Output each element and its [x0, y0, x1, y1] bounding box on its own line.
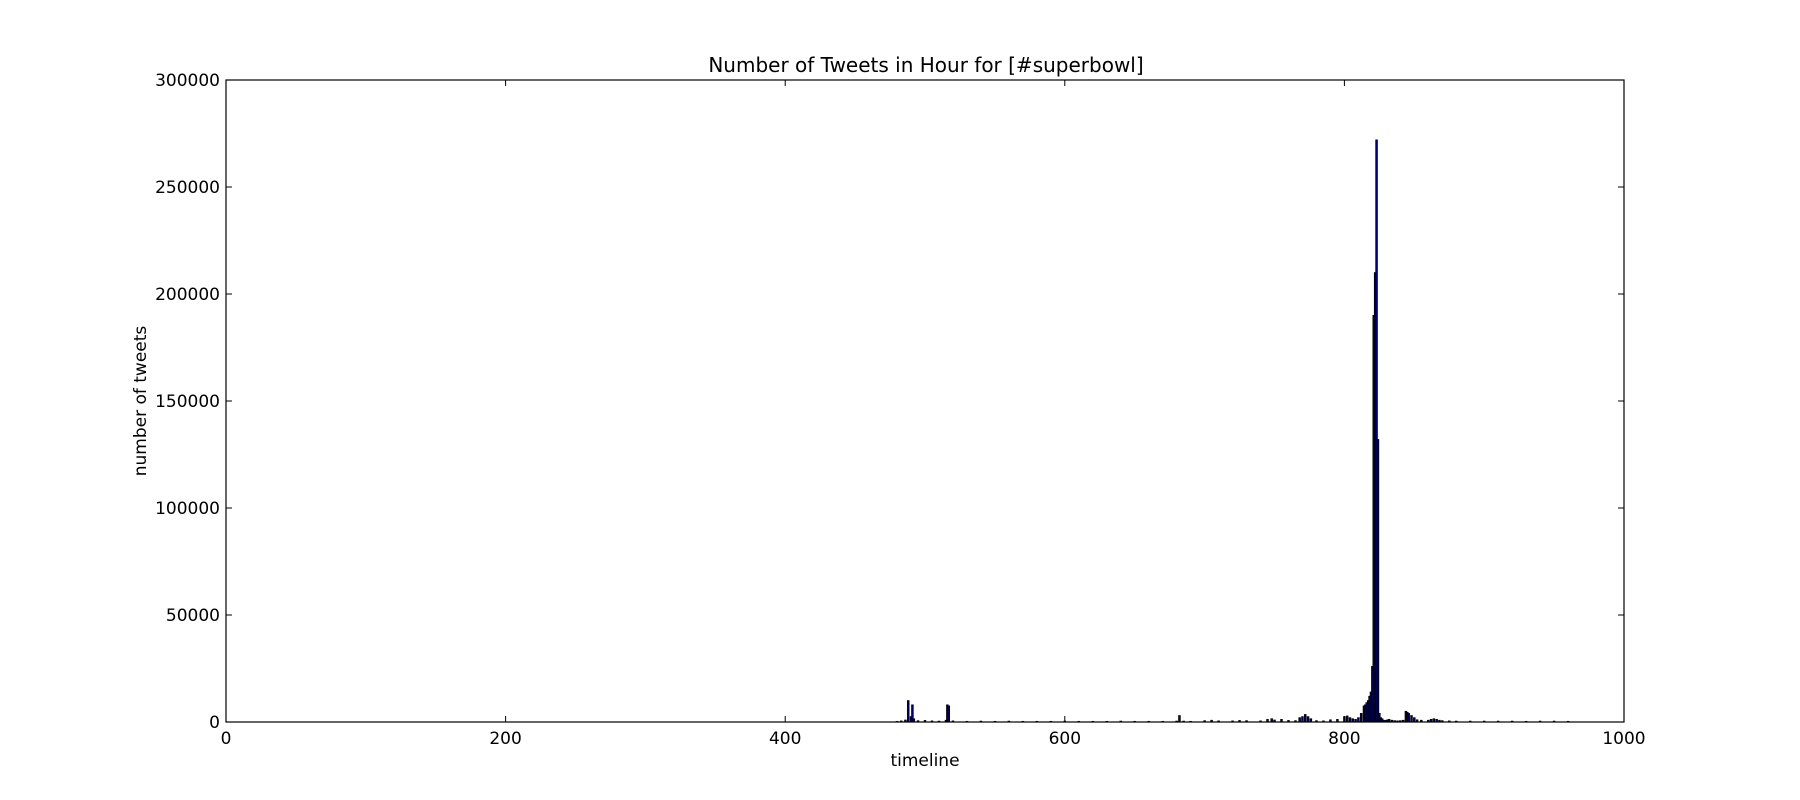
bar: [1357, 717, 1360, 723]
bar: [1407, 713, 1410, 723]
y-tick-label: 50000: [166, 606, 220, 626]
x-tick-label: 600: [1049, 729, 1081, 749]
y-tick-label: 100000: [155, 499, 220, 519]
y-tick-label: 0: [209, 713, 220, 733]
x-tick-label: 800: [1328, 729, 1360, 749]
y-axis-label: number of tweets: [131, 326, 151, 477]
bar: [947, 705, 951, 723]
y-axis-ticks: 0 50000 100000 150000 200000 250000 300000: [155, 71, 1624, 733]
x-tick-label: 400: [769, 729, 801, 749]
bar: [1348, 717, 1352, 723]
y-tick-label: 250000: [155, 178, 220, 198]
bar: [1306, 716, 1310, 723]
bar: [1301, 716, 1304, 723]
bar: [906, 700, 910, 723]
bar: [1413, 717, 1416, 723]
y-tick-label: 200000: [155, 285, 220, 305]
bar: [1376, 439, 1380, 723]
chart-title: Number of Tweets in Hour for [#superbowl…: [708, 53, 1143, 77]
bar: [1304, 714, 1307, 723]
x-axis-label: timeline: [890, 751, 959, 771]
bar: [1298, 717, 1301, 723]
x-tick-label: 0: [221, 729, 232, 749]
x-tick-label: 1000: [1602, 729, 1645, 749]
bar: [1178, 715, 1181, 723]
plot-frame: [225, 79, 1625, 723]
bar: [1345, 715, 1349, 723]
plot-background: [226, 80, 1624, 722]
x-axis-ticks: 0 200 400 600 800 1000: [221, 80, 1646, 749]
x-tick-label: 200: [489, 729, 521, 749]
bar: [1410, 715, 1413, 723]
bar: [1359, 713, 1363, 723]
y-tick-label: 150000: [155, 392, 220, 412]
y-tick-label: 300000: [155, 71, 220, 91]
plot-area: [226, 80, 1624, 722]
